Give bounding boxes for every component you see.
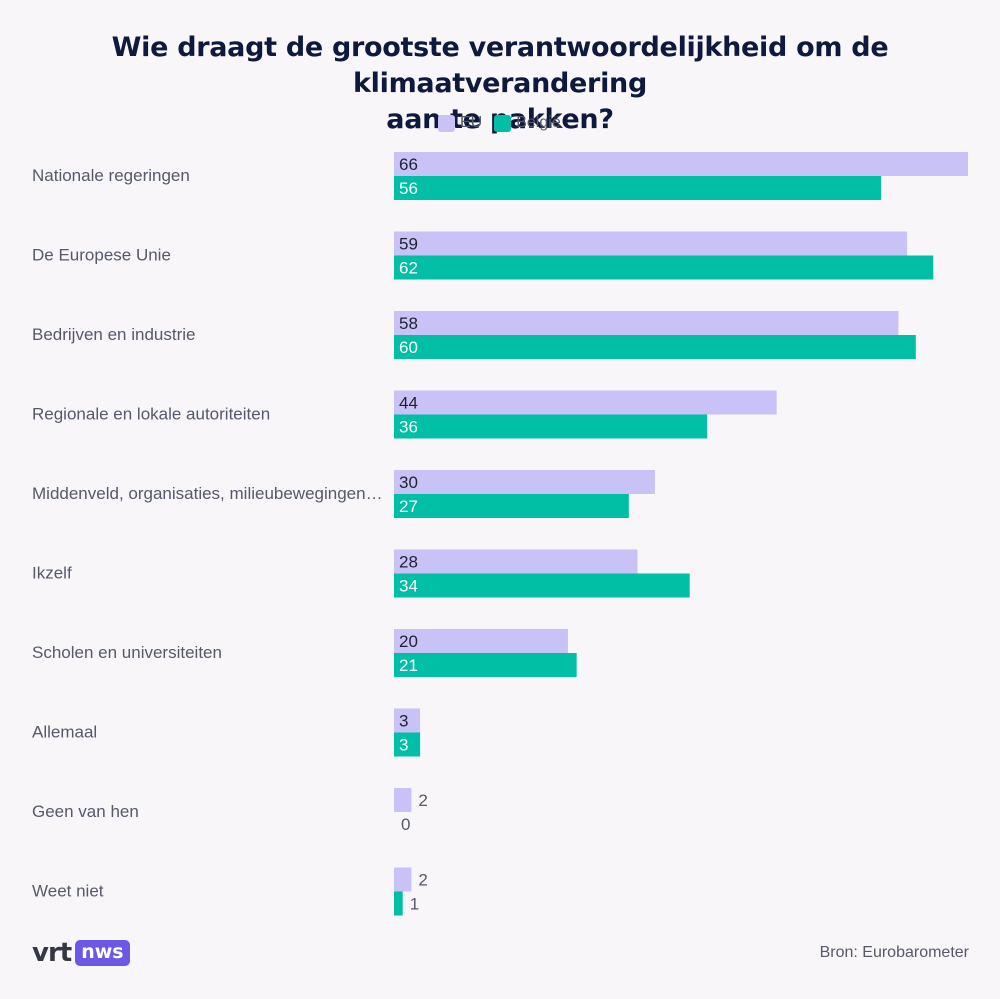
category-label: Bedrijven en industrie xyxy=(32,325,195,344)
bar-belgie xyxy=(394,414,708,439)
value-label-eu: 2 xyxy=(418,791,427,810)
value-label-eu: 30 xyxy=(399,473,418,492)
bar-eu xyxy=(394,470,655,494)
legend-label-belgie: België xyxy=(516,114,561,131)
bar-belgie xyxy=(394,732,421,757)
bar-belgie xyxy=(394,653,577,677)
value-label-eu: 66 xyxy=(399,155,418,174)
bar-belgie xyxy=(394,335,916,359)
bar-eu xyxy=(394,867,412,892)
value-label-eu: 20 xyxy=(399,632,418,651)
value-label-belgie: 3 xyxy=(399,736,408,755)
value-label-belgie: 56 xyxy=(399,179,418,198)
value-label-belgie: 21 xyxy=(399,656,418,675)
category-label: Nationale regeringen xyxy=(32,166,190,185)
category-label: Middenveld, organisaties, milieubeweging… xyxy=(32,484,383,503)
bar-eu xyxy=(394,152,968,176)
value-label-eu: 3 xyxy=(399,712,408,731)
value-label-eu: 28 xyxy=(399,553,418,572)
value-label-belgie: 0 xyxy=(401,815,410,834)
bar-eu xyxy=(394,390,777,415)
legend-swatch-eu xyxy=(438,114,455,132)
category-label: Weet niet xyxy=(32,882,104,901)
bar-belgie xyxy=(394,891,403,916)
category-label: Regionale en lokale autoriteiten xyxy=(32,405,270,424)
logo-vrt-text: vrt xyxy=(32,938,72,968)
bar-belgie xyxy=(394,255,934,280)
bar-belgie xyxy=(394,573,690,598)
value-label-eu: 59 xyxy=(399,235,418,254)
legend: EU België xyxy=(438,114,573,132)
source-note: Bron: Eurobarometer xyxy=(819,944,969,961)
legend-label-eu: EU xyxy=(460,114,483,131)
category-label: Scholen en universiteiten xyxy=(32,643,222,662)
bar-belgie xyxy=(394,176,882,200)
logo-nws-badge: nws xyxy=(75,940,130,966)
bar-belgie xyxy=(394,494,629,518)
bar-eu xyxy=(394,311,899,335)
legend-item-eu: EU xyxy=(438,114,482,132)
value-label-eu: 2 xyxy=(418,871,427,890)
value-label-belgie: 36 xyxy=(399,418,418,437)
category-label: Allemaal xyxy=(32,723,97,742)
category-label: Geen van hen xyxy=(32,802,139,821)
legend-swatch-belgie xyxy=(494,114,512,132)
bar-eu xyxy=(394,708,421,733)
value-label-eu: 58 xyxy=(399,314,418,333)
category-label: Ikzelf xyxy=(32,564,72,583)
vrt-nws-logo: vrt nws xyxy=(32,938,130,968)
bar-eu xyxy=(394,629,568,653)
chart-title-line-1: Wie draagt de grootste verantwoordelijkh… xyxy=(111,32,889,99)
value-label-belgie: 27 xyxy=(399,497,418,516)
chart-title: Wie draagt de grootste verantwoordelijkh… xyxy=(0,30,1000,138)
bar-eu xyxy=(394,549,638,574)
value-label-belgie: 62 xyxy=(399,259,418,278)
category-label: De Europese Unie xyxy=(32,246,171,265)
value-label-belgie: 60 xyxy=(399,338,418,357)
legend-item-belgie: België xyxy=(494,114,561,132)
bar-eu xyxy=(394,788,412,812)
bar-eu xyxy=(394,231,908,256)
value-label-eu: 44 xyxy=(399,394,418,413)
value-label-belgie: 1 xyxy=(410,895,419,914)
value-label-belgie: 34 xyxy=(399,577,418,596)
